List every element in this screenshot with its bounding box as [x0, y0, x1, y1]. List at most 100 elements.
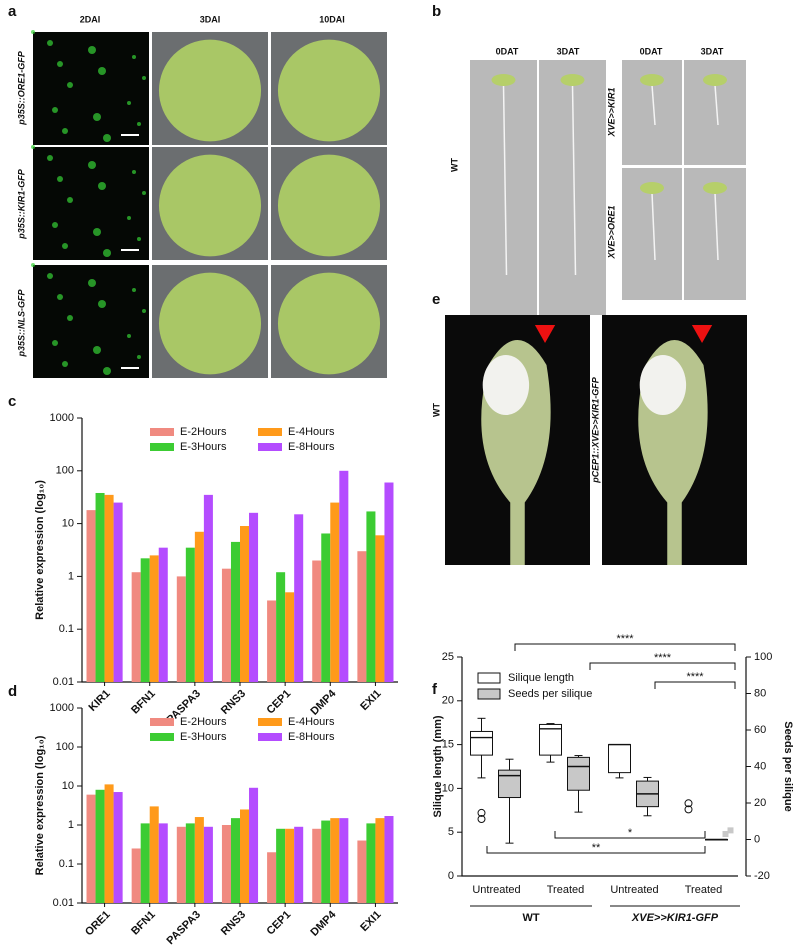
photo-detail [88, 46, 96, 54]
bar [249, 512, 259, 682]
bar [176, 826, 186, 903]
bar [366, 823, 376, 903]
panel-label: d [8, 683, 17, 700]
legend-swatch [258, 718, 282, 726]
photo-detail [62, 361, 68, 367]
photo-detail [142, 191, 146, 195]
photo-detail [158, 39, 262, 142]
photo-detail [137, 237, 141, 241]
outlier [684, 799, 693, 808]
legend-label: E-4Hours [288, 716, 335, 728]
y-tick-label: 20 [442, 695, 454, 707]
significance-label: **** [686, 671, 704, 683]
bar [321, 533, 331, 682]
photo-detail [31, 145, 35, 149]
bar [375, 818, 385, 903]
y2-tick-label: 60 [754, 724, 766, 736]
bar [357, 551, 367, 682]
box [470, 730, 493, 756]
legend-swatch [258, 428, 282, 436]
significance-bracket [486, 846, 706, 854]
bar [267, 852, 277, 903]
bar [240, 526, 250, 682]
bar [176, 576, 186, 682]
bar [221, 568, 231, 682]
panel-label: b [432, 3, 441, 20]
bar [330, 818, 340, 903]
bar [267, 600, 277, 682]
bar [375, 535, 385, 682]
photo-detail [703, 74, 727, 86]
photo-detail [67, 197, 73, 203]
photo-detail [93, 228, 101, 236]
photo-detail [142, 76, 146, 80]
photo-detail [137, 355, 141, 359]
bar [366, 511, 376, 682]
legend-label: E-8Hours [288, 731, 335, 743]
bar [95, 789, 105, 903]
row-label: pCEP1::XVE>>KIR1-GFP [590, 376, 600, 484]
bar [294, 514, 304, 682]
bar [230, 541, 240, 682]
bar [95, 492, 105, 682]
row-label: p35S::KIR1-GFP [16, 168, 26, 240]
arrowhead [534, 325, 556, 343]
bar [339, 818, 349, 903]
bar [140, 558, 150, 682]
bar [285, 828, 295, 903]
x-tick-label: ORE1 [83, 909, 113, 939]
photo-detail [714, 84, 719, 126]
bar [185, 823, 195, 903]
bar [104, 784, 114, 903]
legend-label: E-4Hours [288, 426, 335, 438]
x-tick-label: RNS3 [219, 688, 248, 717]
bar [240, 809, 250, 903]
photo-detail [98, 300, 106, 308]
photo-detail [560, 74, 585, 86]
x-tick-label: EXI1 [358, 909, 383, 934]
photo-detail [158, 272, 262, 375]
photo-detail [57, 176, 63, 182]
photo-detail [88, 279, 96, 287]
x-tick-label: EXI1 [358, 688, 383, 713]
photo-detail [88, 161, 96, 169]
legend-swatch [477, 672, 501, 684]
photo-detail [132, 288, 136, 292]
photo-detail [93, 346, 101, 354]
bar [104, 494, 114, 682]
bar [230, 818, 240, 903]
row-label: p35S::NLS-GFP [16, 289, 26, 358]
photo-detail [62, 128, 68, 134]
outlier [684, 805, 693, 814]
photo-detail [640, 182, 664, 194]
legend-swatch [150, 733, 174, 741]
legend-swatch [477, 688, 501, 700]
y2-tick-label: 0 [754, 833, 760, 845]
photo-detail [103, 367, 111, 375]
photo-detail [127, 334, 131, 338]
bar [203, 494, 213, 682]
box [567, 756, 590, 791]
box [608, 744, 631, 774]
photo-detail [52, 222, 58, 228]
y-axis-label: Relative expression (log₁₀) [34, 735, 46, 875]
photo-detail [158, 154, 262, 257]
photo-detail [482, 355, 530, 415]
row-label: p35S::ORE1-GFP [16, 50, 26, 126]
outlier [477, 815, 486, 824]
x-tick-label: CEP1 [265, 909, 294, 938]
photo-detail [651, 192, 656, 261]
photo-detail [132, 55, 136, 59]
bar [86, 510, 96, 682]
bar [339, 470, 349, 682]
row-label: WT [431, 403, 441, 417]
photo-detail [57, 61, 63, 67]
bar [312, 560, 322, 682]
photo-detail [137, 122, 141, 126]
legend-swatch [150, 428, 174, 436]
y2-tick-label: 100 [754, 651, 772, 663]
row-label: XVE>>KIR1 [606, 87, 616, 137]
photo-detail [639, 355, 687, 415]
bar [357, 840, 367, 903]
